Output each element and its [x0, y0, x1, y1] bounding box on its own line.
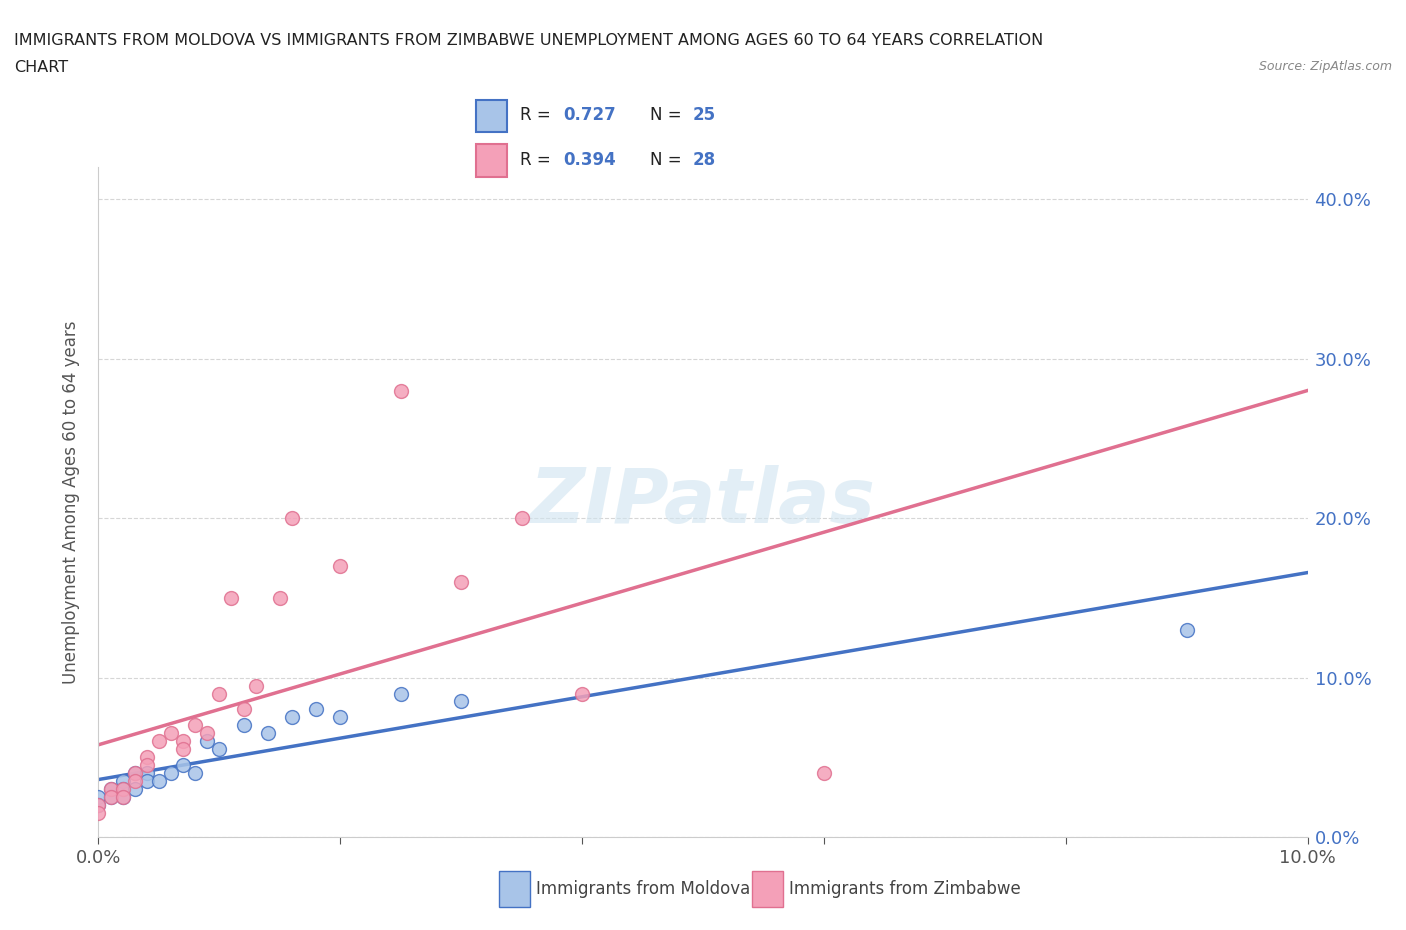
Point: [208, 686, 231, 701]
Point: [87, 798, 110, 813]
Text: ZIPatlas: ZIPatlas: [530, 465, 876, 539]
FancyBboxPatch shape: [477, 100, 508, 132]
Text: Immigrants from Zimbabwe: Immigrants from Zimbabwe: [789, 880, 1021, 898]
Point: [256, 726, 278, 741]
Text: R =: R =: [520, 106, 555, 125]
Point: [160, 726, 183, 741]
Point: [160, 765, 183, 780]
Point: [87, 798, 110, 813]
Point: [329, 710, 352, 724]
Point: [232, 718, 254, 733]
Point: [184, 718, 207, 733]
Point: [172, 734, 194, 749]
Text: 25: 25: [693, 106, 716, 125]
Text: Immigrants from Moldova: Immigrants from Moldova: [536, 880, 749, 898]
Point: [389, 686, 412, 701]
Point: [100, 782, 122, 797]
Point: [111, 790, 134, 804]
Text: IMMIGRANTS FROM MOLDOVA VS IMMIGRANTS FROM ZIMBABWE UNEMPLOYMENT AMONG AGES 60 T: IMMIGRANTS FROM MOLDOVA VS IMMIGRANTS FR…: [14, 33, 1043, 47]
Text: N =: N =: [650, 151, 686, 169]
Point: [135, 765, 157, 780]
Y-axis label: Unemployment Among Ages 60 to 64 years: Unemployment Among Ages 60 to 64 years: [62, 321, 80, 684]
Text: R =: R =: [520, 151, 555, 169]
Point: [87, 790, 110, 804]
Point: [100, 790, 122, 804]
Point: [571, 686, 593, 701]
Point: [1175, 622, 1198, 637]
Point: [195, 726, 218, 741]
Text: 0.394: 0.394: [562, 151, 616, 169]
Point: [124, 782, 146, 797]
Point: [389, 383, 412, 398]
Point: [111, 782, 134, 797]
Point: [450, 694, 472, 709]
Point: [172, 742, 194, 757]
Point: [450, 575, 472, 590]
Point: [100, 782, 122, 797]
Point: [111, 790, 134, 804]
Point: [135, 774, 157, 789]
Point: [87, 805, 110, 820]
Point: [111, 774, 134, 789]
FancyBboxPatch shape: [477, 144, 508, 177]
Point: [232, 702, 254, 717]
Point: [329, 559, 352, 574]
Point: [135, 750, 157, 764]
Point: [184, 765, 207, 780]
Point: [510, 511, 533, 525]
Point: [100, 790, 122, 804]
Point: [124, 765, 146, 780]
Point: [195, 734, 218, 749]
Point: [135, 758, 157, 773]
Point: [269, 591, 291, 605]
Text: 0.727: 0.727: [562, 106, 616, 125]
Point: [305, 702, 328, 717]
Point: [172, 758, 194, 773]
Text: Source: ZipAtlas.com: Source: ZipAtlas.com: [1258, 60, 1392, 73]
Text: 28: 28: [693, 151, 716, 169]
Point: [148, 734, 170, 749]
Point: [813, 765, 835, 780]
Point: [111, 782, 134, 797]
Text: CHART: CHART: [14, 60, 67, 75]
Text: N =: N =: [650, 106, 686, 125]
Point: [281, 710, 304, 724]
Point: [208, 742, 231, 757]
Point: [124, 774, 146, 789]
Point: [245, 678, 267, 693]
Point: [281, 511, 304, 525]
Point: [221, 591, 243, 605]
Point: [148, 774, 170, 789]
Point: [124, 765, 146, 780]
